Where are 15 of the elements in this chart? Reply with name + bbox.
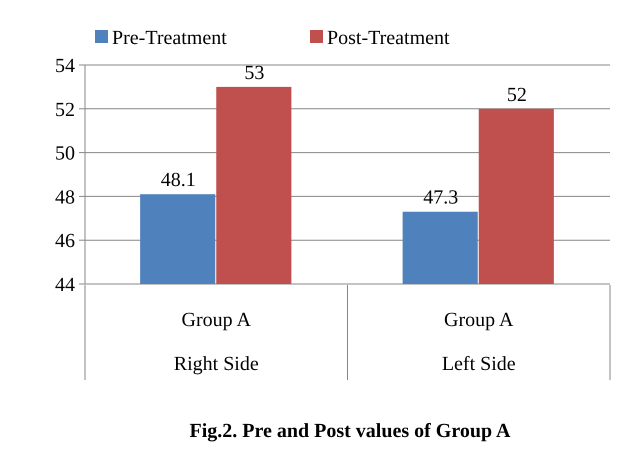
- data-label: 47.3: [423, 186, 458, 209]
- legend-label: Post-Treatment: [327, 27, 450, 49]
- y-tick-label: 46: [55, 230, 75, 252]
- x-tick-label: Group A Left Side: [442, 309, 516, 375]
- text: Fig.2. Pre and Post values of Group A: [190, 420, 512, 442]
- data-label: 48.1: [160, 169, 196, 192]
- y-tick-label: 50: [55, 142, 75, 165]
- data-label: 52: [506, 84, 527, 106]
- y-tick-label: 54: [55, 55, 75, 77]
- data-label: 53: [244, 62, 264, 84]
- y-tick-label: 48: [55, 186, 75, 208]
- y-tick-label: 44: [55, 274, 75, 296]
- y-tick-label: 52: [55, 98, 75, 121]
- legend-label: Pre-Treatment: [112, 27, 228, 49]
- x-tick-label: Group A Right Side: [174, 309, 259, 375]
